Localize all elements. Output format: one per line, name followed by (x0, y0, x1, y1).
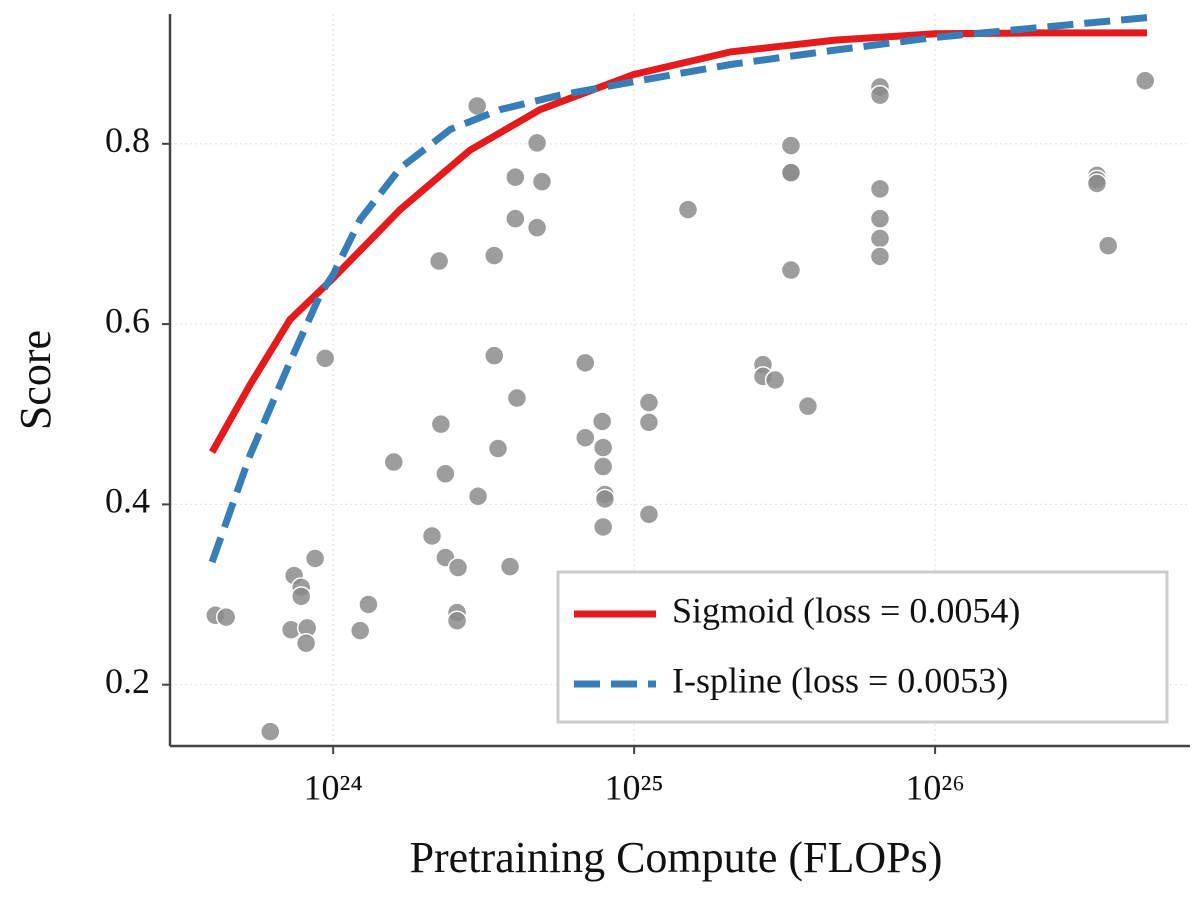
data-point (421, 525, 443, 547)
data-point (290, 586, 312, 607)
data-point (383, 451, 405, 473)
data-point (430, 413, 452, 435)
x-axis-label: Pretraining Compute (FLOPs) (410, 833, 943, 882)
data-point (869, 84, 891, 106)
data-point (797, 395, 819, 417)
legend: Sigmoid (loss = 0.0054) I-spline (loss = … (556, 570, 1169, 724)
data-point (435, 463, 456, 485)
data-point (531, 171, 553, 192)
data-point (447, 557, 469, 578)
data-point (446, 610, 468, 631)
data-point (869, 178, 891, 200)
data-point (592, 456, 614, 477)
y-tick-label: 0.2 (105, 661, 150, 701)
x-tick-label: 10²⁶ (905, 767, 964, 807)
data-point (780, 259, 802, 281)
data-point (428, 250, 450, 272)
data-point (505, 166, 526, 188)
data-point (484, 345, 505, 366)
data-point (594, 488, 616, 510)
data-point (638, 392, 660, 413)
data-point (304, 548, 326, 569)
y-axis-label: Score (11, 330, 60, 430)
data-point (574, 352, 596, 374)
fit-line (208, 14, 1148, 564)
data-point (314, 348, 336, 369)
data-point (869, 208, 891, 229)
data-point (592, 437, 614, 458)
data-point (1086, 173, 1108, 194)
data-point (349, 620, 371, 641)
data-point (358, 594, 379, 615)
data-point (764, 369, 786, 391)
legend-box (556, 570, 1169, 724)
data-point (1134, 70, 1156, 91)
data-point (260, 721, 281, 742)
legend-label: Sigmoid (loss = 0.0054) (672, 590, 1020, 630)
data-point (215, 606, 237, 628)
data-point (592, 516, 614, 538)
data-point (467, 486, 489, 507)
data-point (869, 228, 891, 249)
data-point (295, 632, 317, 654)
data-point (677, 199, 699, 220)
data-point (638, 412, 660, 433)
data-point (591, 411, 613, 432)
fit-line (209, 29, 1147, 454)
data-point (526, 217, 548, 238)
data-point (484, 245, 505, 266)
data-point (506, 387, 528, 409)
y-tick-label: 0.6 (105, 300, 150, 340)
y-tick-label: 0.4 (105, 481, 150, 521)
x-tick-label: 10²⁵ (604, 767, 663, 807)
data-point (574, 427, 596, 448)
data-point (505, 208, 526, 229)
data-point (780, 162, 802, 183)
data-point (780, 135, 802, 156)
x-tick-label: 10²⁴ (303, 767, 362, 807)
data-point (638, 504, 660, 525)
data-point (487, 438, 509, 459)
data-point (499, 556, 521, 577)
data-point (526, 132, 548, 154)
y-tick-label: 0.8 (105, 120, 150, 160)
data-point (1097, 235, 1119, 256)
legend-label: I-spline (loss = 0.0053) (672, 660, 1008, 700)
data-point (869, 246, 891, 267)
